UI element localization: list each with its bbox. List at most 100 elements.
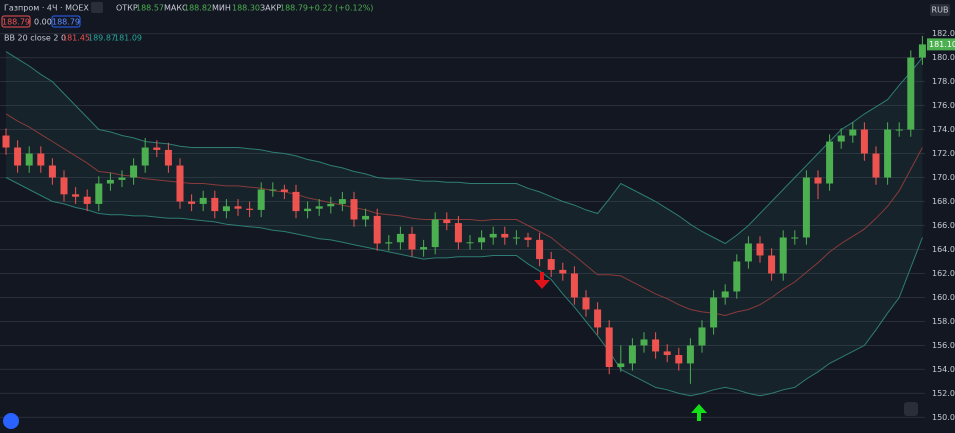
candle-body (327, 203, 335, 207)
candle-body (884, 129, 892, 178)
candle-body (802, 177, 810, 238)
candle-body (95, 183, 103, 204)
candle-body (141, 147, 149, 166)
y-tick-label: 160.00 (932, 293, 955, 302)
candle-body (826, 141, 834, 184)
candle-body (443, 219, 451, 224)
candle-body (338, 199, 346, 204)
spread-value: 0.00 (34, 18, 52, 27)
ohlc-value: 188.57 (136, 4, 164, 13)
candle-body (37, 153, 45, 166)
candle-body (466, 242, 474, 244)
candle-body (257, 189, 265, 210)
y-tick-label: 164.00 (932, 245, 955, 254)
candle-body (130, 165, 138, 178)
candle-body (594, 309, 602, 328)
candle-body (176, 165, 184, 202)
candle-body (83, 196, 91, 204)
y-tick-label: 150.00 (932, 413, 955, 422)
candle-body (489, 233, 497, 238)
candle-body (559, 269, 567, 274)
y-tick-label: 158.00 (932, 317, 955, 326)
candle-body (536, 239, 544, 260)
candle-body (652, 339, 660, 352)
ohlc-value: 188.82 (184, 4, 212, 13)
candle-body (350, 199, 358, 220)
candle-body (48, 165, 56, 178)
scroll-button[interactable] (904, 402, 918, 416)
settings-button[interactable] (91, 2, 103, 13)
candle-body (628, 345, 636, 364)
candle-body (211, 197, 219, 212)
candle-body (431, 219, 439, 248)
candle-body (199, 197, 207, 204)
candle-body (617, 363, 625, 368)
candle-body (907, 57, 915, 130)
candle-body (768, 255, 776, 274)
candle-body (791, 237, 799, 239)
candle-body (420, 247, 428, 250)
candle-body (373, 215, 381, 244)
buy-arrow (691, 404, 707, 421)
candle-body (570, 273, 578, 298)
y-tick-label: 182.00 (932, 29, 955, 38)
change: +0.22 (+0.12%) (308, 4, 373, 13)
candle-body (698, 327, 706, 346)
candle-body (860, 129, 868, 154)
candle-body (779, 237, 787, 274)
candle-body (408, 233, 416, 250)
candle-body (292, 191, 300, 212)
candle-body (501, 233, 509, 238)
price-box (51, 15, 81, 28)
band-line (5, 177, 923, 397)
candle-body (222, 206, 230, 212)
candle-body (640, 339, 648, 346)
candle-body (547, 259, 555, 270)
ohlc-value: 188.30 (232, 4, 260, 13)
price-box (1, 15, 31, 28)
currency-button[interactable] (930, 4, 950, 16)
candle-body (106, 179, 114, 184)
candle-body (872, 153, 880, 178)
candle-body (164, 149, 172, 166)
y-tick-label: 152.00 (932, 389, 955, 398)
candle-body (14, 147, 22, 166)
band-middle (5, 113, 923, 317)
indicator-name: BB 20 close 2 0 (4, 34, 66, 43)
sell-arrow (534, 272, 550, 289)
y-tick-label: 172.00 (932, 149, 955, 158)
candle-body (895, 129, 903, 131)
y-tick-label: 162.00 (932, 269, 955, 278)
y-tick-label: 174.00 (932, 125, 955, 134)
candle-body (710, 297, 718, 328)
indicator-value: 181.09 (114, 34, 142, 43)
y-tick-label: 166.00 (932, 221, 955, 230)
candle-body (478, 237, 486, 243)
candle-body (582, 297, 590, 310)
candle-body (524, 237, 532, 240)
candle-body (315, 206, 323, 209)
band-line (5, 51, 923, 245)
candle-body (118, 177, 126, 180)
y-tick-label: 168.00 (932, 197, 955, 206)
y-tick-label: 156.00 (932, 341, 955, 350)
candle-body (246, 208, 254, 210)
currency: RUB (932, 6, 949, 15)
candle-body (454, 223, 462, 243)
candle-body (756, 243, 764, 256)
candle-body (733, 261, 741, 292)
candle-body (663, 351, 671, 356)
last-price-label: 181.10 (929, 40, 955, 49)
candle-body (837, 135, 845, 142)
candle-body (304, 208, 312, 212)
y-tick-label: 176.00 (932, 101, 955, 110)
candle-body (188, 201, 196, 204)
candle-body (60, 177, 68, 195)
indicator-value: 181.45 (62, 34, 90, 43)
candle-body (814, 177, 822, 184)
candle-body (280, 189, 288, 192)
symbol-title: Газпром · 4Ч · MOEX (4, 4, 89, 13)
ohlc-label: ОТКР (116, 4, 138, 13)
